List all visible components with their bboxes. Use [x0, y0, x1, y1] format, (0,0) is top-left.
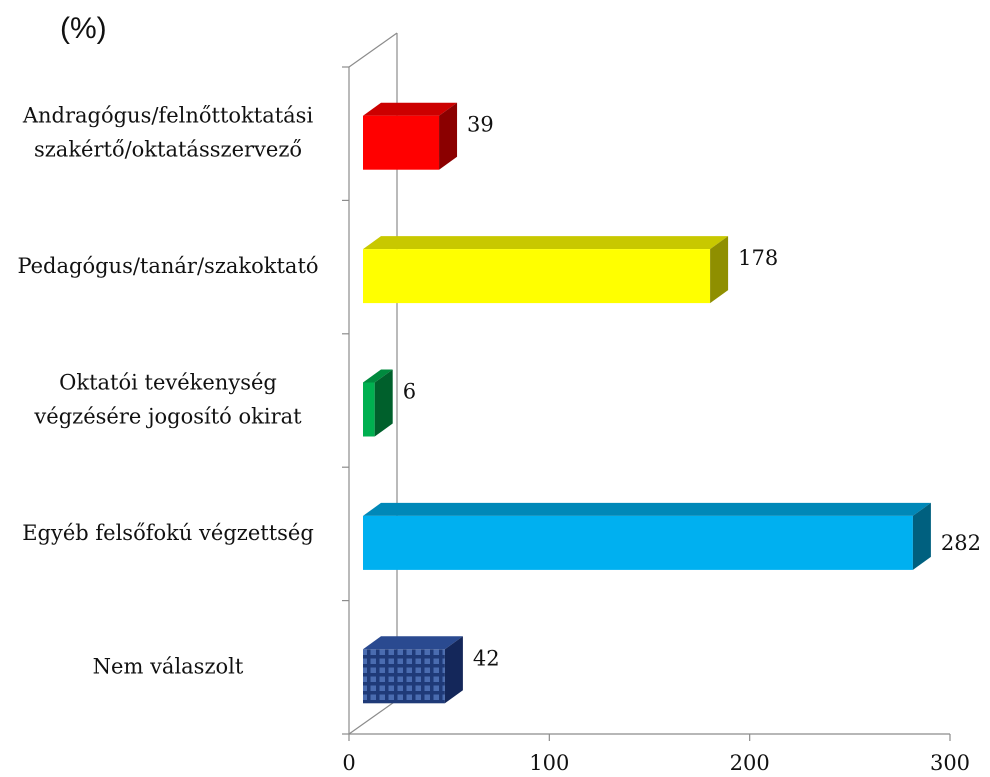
value-label: 282	[941, 531, 981, 555]
bar-top-face	[363, 236, 729, 250]
bar-top-face	[363, 502, 931, 516]
x-tick-label: 200	[730, 751, 770, 775]
bar-top-face	[363, 636, 463, 650]
category-label: Pedagógus/tanár/szakoktató	[17, 254, 318, 278]
bar	[363, 102, 458, 170]
bar-front-face	[363, 382, 375, 437]
bar-top-face	[363, 369, 393, 383]
bar-side-face	[374, 369, 393, 437]
bar-side-face	[710, 236, 729, 304]
category-label: szakértő/oktatásszervező	[34, 138, 302, 162]
x-tick-label: 0	[342, 751, 355, 775]
bar-top-face	[363, 102, 458, 116]
bars-group	[363, 102, 931, 704]
category-label: Andragógus/felnőttoktatási	[22, 104, 314, 128]
category-label: Nem válaszolt	[93, 654, 244, 678]
category-label: végzésére jogosító okirat	[33, 405, 302, 429]
bar	[363, 636, 463, 704]
value-label: 178	[738, 246, 778, 270]
category-label: Egyéb felsőfokú végzettség	[22, 521, 314, 545]
value-label: 6	[403, 380, 416, 404]
bar-front-face	[363, 649, 445, 704]
bar	[363, 369, 393, 437]
bar-front-face	[363, 115, 440, 170]
floor-edge	[348, 699, 398, 735]
bar-side-face	[439, 102, 458, 170]
bar-side-face	[912, 502, 931, 570]
labels-group: 39 Andragógus/felnőttoktatási szakértő/okt…	[17, 104, 981, 679]
bar-side-face	[444, 636, 463, 704]
unit-label: (%)	[60, 12, 107, 45]
category-label: Oktatói tevékenység	[59, 371, 277, 395]
x-tick-label: 100	[529, 751, 569, 775]
bar-front-face	[363, 249, 711, 304]
bar	[363, 236, 729, 304]
x-tick-label: 300	[930, 751, 970, 775]
bar-front-face	[363, 515, 913, 570]
bar	[363, 502, 931, 570]
value-label: 42	[473, 646, 500, 670]
value-label: 39	[467, 113, 494, 137]
back-wall-top-edge	[348, 32, 398, 68]
